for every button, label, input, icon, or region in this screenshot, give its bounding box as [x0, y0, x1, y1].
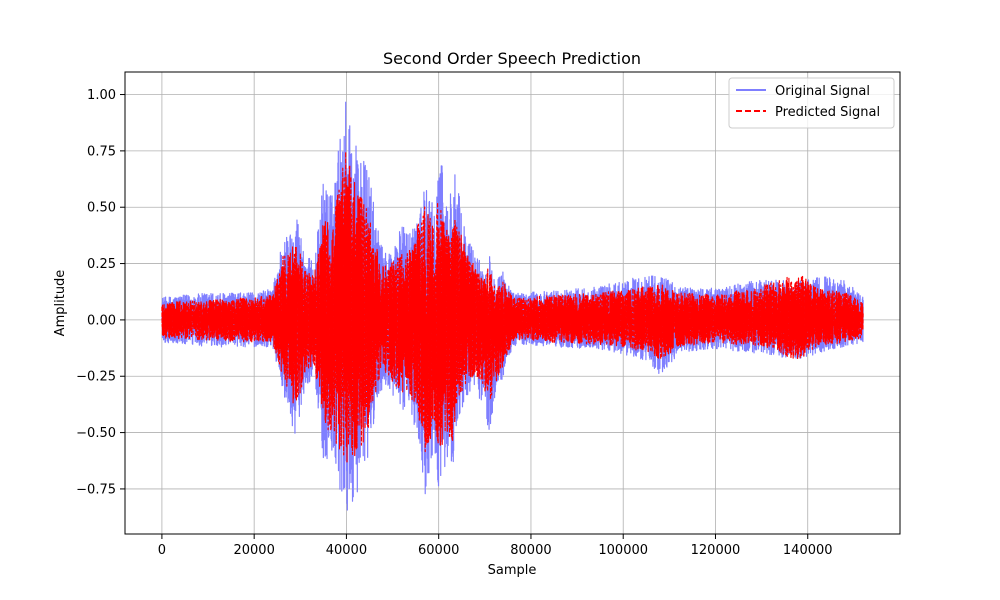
- x-tick-label: 80000: [510, 543, 551, 558]
- legend-label-original-signal: Original Signal: [775, 84, 870, 99]
- y-axis-title: Amplitude: [53, 270, 68, 337]
- x-axis: 0 20000 40000 60000 80000 100000 120000 140000: [158, 534, 833, 558]
- plot-area: [124, 71, 901, 535]
- y-tick-label: 0.00: [87, 313, 116, 328]
- x-tick-label: 60000: [418, 543, 459, 558]
- legend-label-predicted-signal: Predicted Signal: [775, 105, 880, 120]
- plot-frame: [124, 71, 901, 535]
- x-tick-label: 120000: [691, 543, 741, 558]
- series-line-predicted-signal: [161, 151, 864, 463]
- x-tick-label: 40000: [326, 543, 367, 558]
- y-tick-label: −0.50: [76, 426, 116, 441]
- y-tick-label: 1.00: [87, 88, 116, 103]
- y-axis: −0.75 −0.50 −0.25 0.00 0.25 0.50 0.75 1.00: [76, 88, 125, 497]
- y-tick-label: 0.50: [87, 201, 116, 216]
- legend-box: [728, 77, 895, 129]
- x-tick-label: 100000: [598, 543, 648, 558]
- x-tick-label: 0: [158, 543, 166, 558]
- y-tick-label: 0.75: [87, 144, 116, 159]
- y-tick-label: −0.25: [76, 370, 116, 385]
- x-tick-label: 140000: [783, 543, 833, 558]
- x-axis-title: Sample: [488, 563, 537, 578]
- series-layer: [161, 101, 864, 511]
- y-tick-label: −0.75: [76, 482, 116, 497]
- legend: Original Signal Predicted Signal: [728, 77, 895, 129]
- x-tick-label: 20000: [233, 543, 274, 558]
- chart-title: Second Order Speech Prediction: [383, 49, 641, 68]
- y-tick-label: 0.25: [87, 257, 116, 272]
